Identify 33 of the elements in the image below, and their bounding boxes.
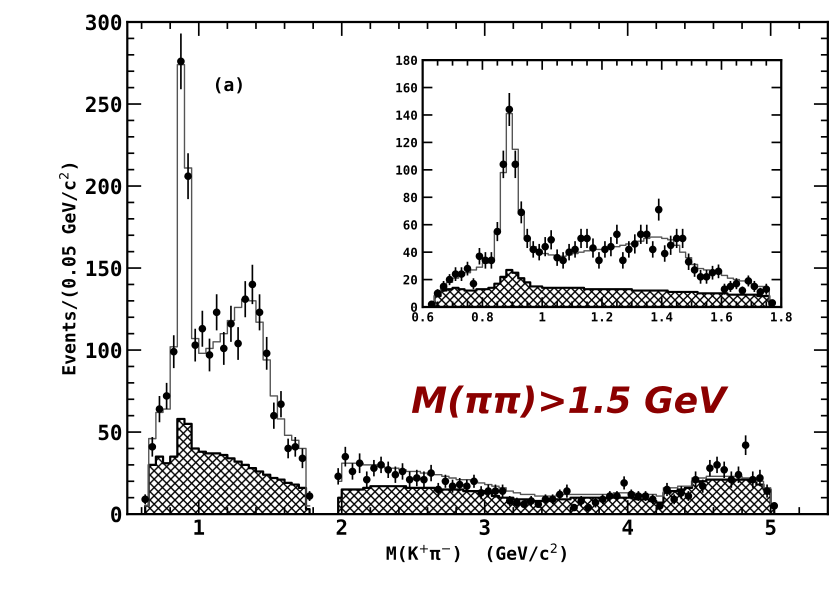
x-tick-label: 1 [194,520,204,535]
y-tick-label: 160 [396,83,418,92]
y-tick-label: 100 [86,342,122,358]
x-tick-label: 4 [622,520,634,535]
y-tick-label: 140 [396,110,418,120]
y-tick-label: 150 [86,260,122,276]
y-tick-label: 50 [98,424,122,440]
y-tick-label: 100 [396,165,418,175]
y-tick-label: 0 [411,302,418,312]
y-tick-label: 250 [86,96,122,112]
x-tick-label: 1.2 [592,312,612,322]
x-tick-label: 3 [480,519,490,536]
y-tick-label: 120 [396,138,418,148]
y-tick-label: 20 [403,275,418,285]
x-tick-label: 1 [540,312,546,322]
y-tick-label: 0 [111,506,122,522]
y-tick-label: 80 [404,192,418,202]
x-tick-label: 1.6 [711,312,732,322]
y-tick-label: 180 [396,56,418,66]
x-tick-label: 2 [336,519,346,535]
y-tick-label: 300 [86,14,122,30]
x-tick-label: 1.8 [771,312,792,322]
x-tick-label: 1.4 [652,312,672,322]
x-tick-label: 5 [766,520,776,536]
x-tick-label: 0.8 [472,312,493,322]
x-tick-label: 0.6 [412,312,434,322]
annotation: M(ππ)>1.5 GeV [412,385,728,418]
y-tick-label: 60 [404,220,418,230]
annotation: (a) [216,77,242,94]
y-tick-label: 40 [403,248,418,258]
y-tick-label: 200 [86,178,122,194]
x-axis-title: M(K$^{+}$π$^{−}$) (GeV/c$^{2}$) [386,543,566,562]
y-axis-title: Events/(0.05 GeV/c$^{2}$) [59,164,78,374]
